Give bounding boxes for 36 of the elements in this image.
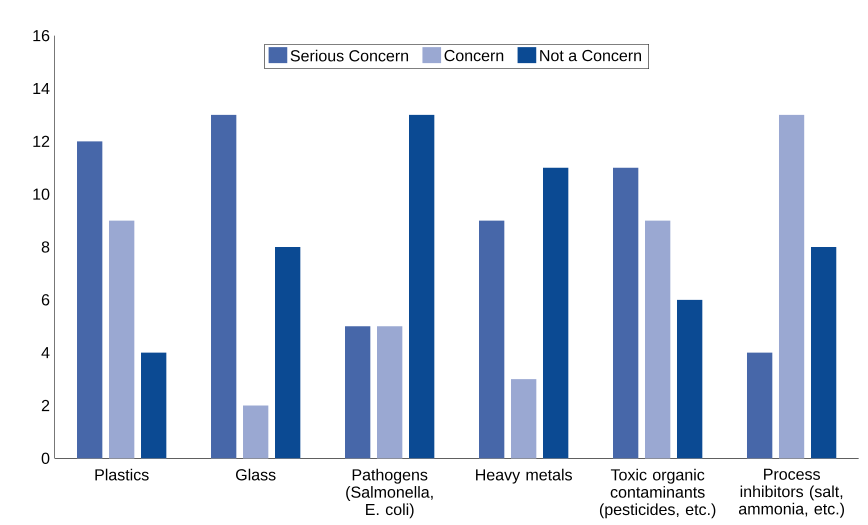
bar [275, 246, 300, 458]
x-tick-label: Heavy metals [476, 468, 572, 484]
bar [109, 220, 134, 458]
bar [778, 114, 804, 458]
bar [676, 300, 702, 458]
y-tick-label: 2 [42, 400, 50, 412]
bar [810, 246, 836, 458]
x-tick-label: Plastics [95, 468, 149, 480]
y-tick-label: 8 [42, 241, 50, 253]
bar [409, 114, 434, 458]
bar [77, 141, 102, 458]
bar [345, 326, 370, 458]
bar [644, 220, 670, 458]
bar [543, 168, 568, 458]
x-tick-label: Toxic organic contaminants (pesticides, etc.) [600, 468, 716, 518]
x-tick-label: Process inhibitors (salt, ammonia, etc.) [738, 468, 844, 518]
bar [479, 220, 504, 458]
y-tick-label: 16 [33, 30, 50, 42]
y-tick-label: 6 [42, 294, 50, 306]
legend-label: Concern [444, 50, 504, 62]
x-tick-label: Glass [236, 468, 276, 480]
legend-label: Not a Concern [540, 50, 642, 62]
y-tick-label: 14 [33, 83, 50, 94]
y-tick-label: 10 [33, 188, 50, 200]
bar [511, 379, 536, 458]
bar [211, 114, 236, 458]
bar [243, 405, 268, 458]
y-tick-label: 4 [41, 347, 50, 358]
y-tick-label: 12 [33, 136, 50, 147]
bar [746, 352, 772, 458]
y-tick-label: 0 [42, 452, 50, 464]
bar [141, 352, 166, 458]
x-tick-label: Pathogens (Salmonella, E. coli) [346, 468, 433, 518]
legend-label: Serious Concern [290, 50, 408, 62]
bar [377, 326, 402, 458]
bar [612, 168, 638, 458]
